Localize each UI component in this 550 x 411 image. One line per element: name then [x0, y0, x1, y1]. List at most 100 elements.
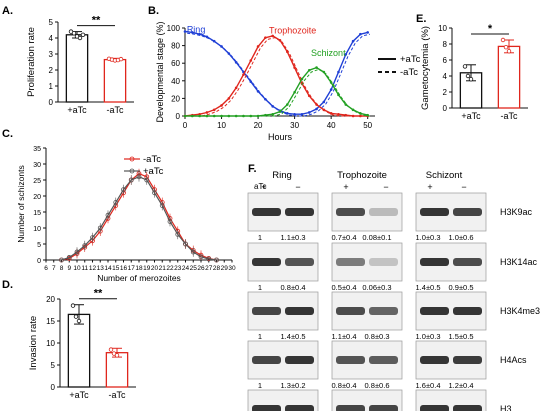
- blot-row-label: H3: [500, 404, 512, 411]
- bar: [65, 34, 89, 103]
- series-point: [59, 257, 64, 263]
- series-point: [212, 114, 216, 118]
- legend-marker: [129, 168, 135, 174]
- series-point: [198, 32, 201, 36]
- blot-treatment-label: −: [295, 182, 300, 192]
- series-point: [234, 114, 238, 118]
- blot-band: [453, 356, 482, 364]
- y-tick-label: 35: [33, 146, 41, 153]
- x-tick-label: 19: [143, 265, 151, 272]
- series-point: [66, 255, 72, 260]
- x-tick-label: 6: [44, 265, 48, 272]
- panel-b-label: B.: [148, 5, 159, 17]
- x-tick-label: 40: [327, 121, 336, 130]
- y-tick-label: 20: [46, 295, 55, 304]
- blot-quant-value: 0.9±0.5: [449, 283, 474, 292]
- series-point: [329, 112, 333, 115]
- blot-band: [420, 307, 449, 315]
- blot-band: [369, 208, 398, 216]
- blot-row-label: H3K4me3: [500, 306, 540, 316]
- series-point: [322, 100, 326, 104]
- panel-f-western-blot: F. aTc Ring+ −Trophozoite+ −Schizont+ −H3K9…: [247, 163, 540, 411]
- data-point: [108, 347, 114, 352]
- y-tick-label: 1: [49, 82, 54, 91]
- series-point: [322, 108, 326, 112]
- x-tick-label: 23: [174, 265, 182, 272]
- series-point: [249, 80, 253, 83]
- blot-quant-value: 1.0±0.6: [449, 233, 474, 242]
- series-point: [359, 32, 362, 36]
- series-point: [307, 94, 311, 98]
- series-point: [220, 104, 223, 107]
- series-point: [315, 103, 318, 106]
- series-point: [351, 39, 355, 43]
- blot-band: [420, 356, 449, 364]
- series-point: [220, 114, 223, 118]
- legend-label: +aTc: [400, 54, 421, 65]
- x-tick-label: +aTc: [69, 390, 89, 400]
- blot-band: [420, 405, 449, 411]
- y-tick-label: 5: [49, 18, 54, 27]
- panel-b-developmental-chart: B. 0 20 40 60 80 100 0 10 20 30 40 50 Hours Developme…: [148, 5, 421, 142]
- series-point: [206, 256, 212, 262]
- y-tick-label: 15: [46, 317, 55, 326]
- series-line-minus-atc: [187, 32, 371, 117]
- series-point: [366, 31, 369, 34]
- series-point: [307, 111, 311, 114]
- data-point: [114, 353, 120, 358]
- series-point: [227, 114, 231, 118]
- blot-quant-value: 1.5±0.5: [449, 332, 474, 341]
- blot-band: [285, 208, 314, 216]
- x-tick-label: 9: [67, 265, 71, 272]
- bar: [67, 313, 91, 388]
- y-tick-label: 0: [37, 258, 41, 265]
- blot-quant-value: 1.2±0.4: [449, 381, 474, 390]
- series-point: [242, 73, 245, 76]
- series-point: [329, 81, 333, 84]
- x-tick-label: 27: [205, 265, 213, 272]
- blot-band: [252, 307, 281, 315]
- bar: [105, 352, 129, 388]
- series-point: [271, 105, 274, 108]
- x-axis-title: Hours: [268, 132, 293, 142]
- blot-band: [252, 356, 281, 364]
- blot-band: [369, 405, 398, 411]
- series-point: [256, 90, 260, 93]
- series-line-plus-atc: [184, 30, 368, 115]
- series-point: [249, 59, 253, 62]
- series-point: [351, 108, 355, 112]
- blot-band: [285, 258, 314, 266]
- legend-label: -aTc: [400, 67, 418, 78]
- series-point: [227, 52, 231, 55]
- y-tick-label: 2: [49, 66, 54, 75]
- series-point: [271, 112, 274, 116]
- series-point: [329, 88, 333, 91]
- blot-quant-value: 1: [258, 332, 262, 341]
- panel-c-label: C.: [2, 128, 13, 140]
- blot-band: [252, 208, 281, 216]
- blot-quant-value: 1.0±0.3: [416, 332, 441, 341]
- y-tick-label: 10: [438, 24, 447, 33]
- x-tick-label: 25: [190, 265, 198, 272]
- x-tick-label: 20: [254, 121, 263, 130]
- series-point: [286, 50, 289, 54]
- series-point: [359, 114, 362, 118]
- series-point: [227, 97, 231, 100]
- y-axis-title: Developmental stage (%): [155, 21, 165, 122]
- x-axis-title: Number of merozoites: [97, 273, 181, 283]
- blot-quant-value: 1.3±0.2: [281, 381, 306, 390]
- blot-treatment-label: +: [427, 182, 432, 192]
- series-point: [286, 112, 289, 115]
- series-point: [351, 114, 355, 118]
- blot-band: [285, 405, 314, 411]
- blot-quant-value: 0.8±0.6: [365, 381, 390, 390]
- series-point: [344, 53, 348, 56]
- blot-band: [336, 307, 365, 315]
- y-tick-label: 3: [49, 50, 54, 59]
- x-tick-label: 30: [228, 265, 236, 272]
- y-tick-label: 0: [443, 104, 448, 113]
- x-tick-label: 7: [52, 265, 56, 272]
- x-tick-label: 10: [73, 265, 81, 272]
